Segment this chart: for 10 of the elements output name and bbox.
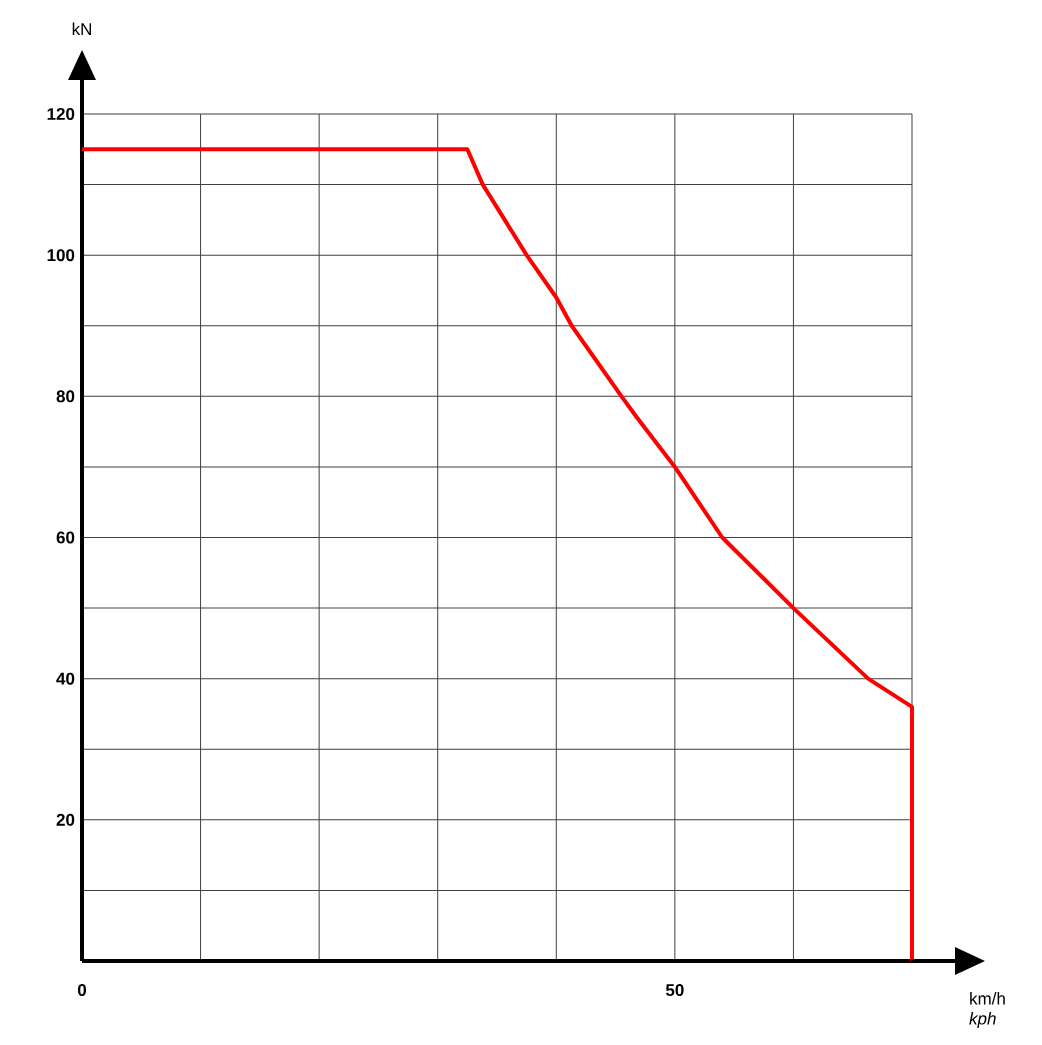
y-tick-label: 20	[56, 813, 75, 826]
y-tick-label: 100	[47, 249, 75, 262]
y-tick-label: 120	[47, 107, 75, 120]
x-tick-label: 50	[665, 984, 684, 997]
y-tick-label: 40	[56, 672, 75, 685]
y-tick-label: 80	[56, 390, 75, 403]
x-tick-label: 0	[77, 984, 87, 997]
x-axis-title: km/h kph	[969, 992, 1005, 1028]
y-tick-label: 60	[56, 531, 75, 544]
y-axis-title: kN	[72, 22, 91, 35]
